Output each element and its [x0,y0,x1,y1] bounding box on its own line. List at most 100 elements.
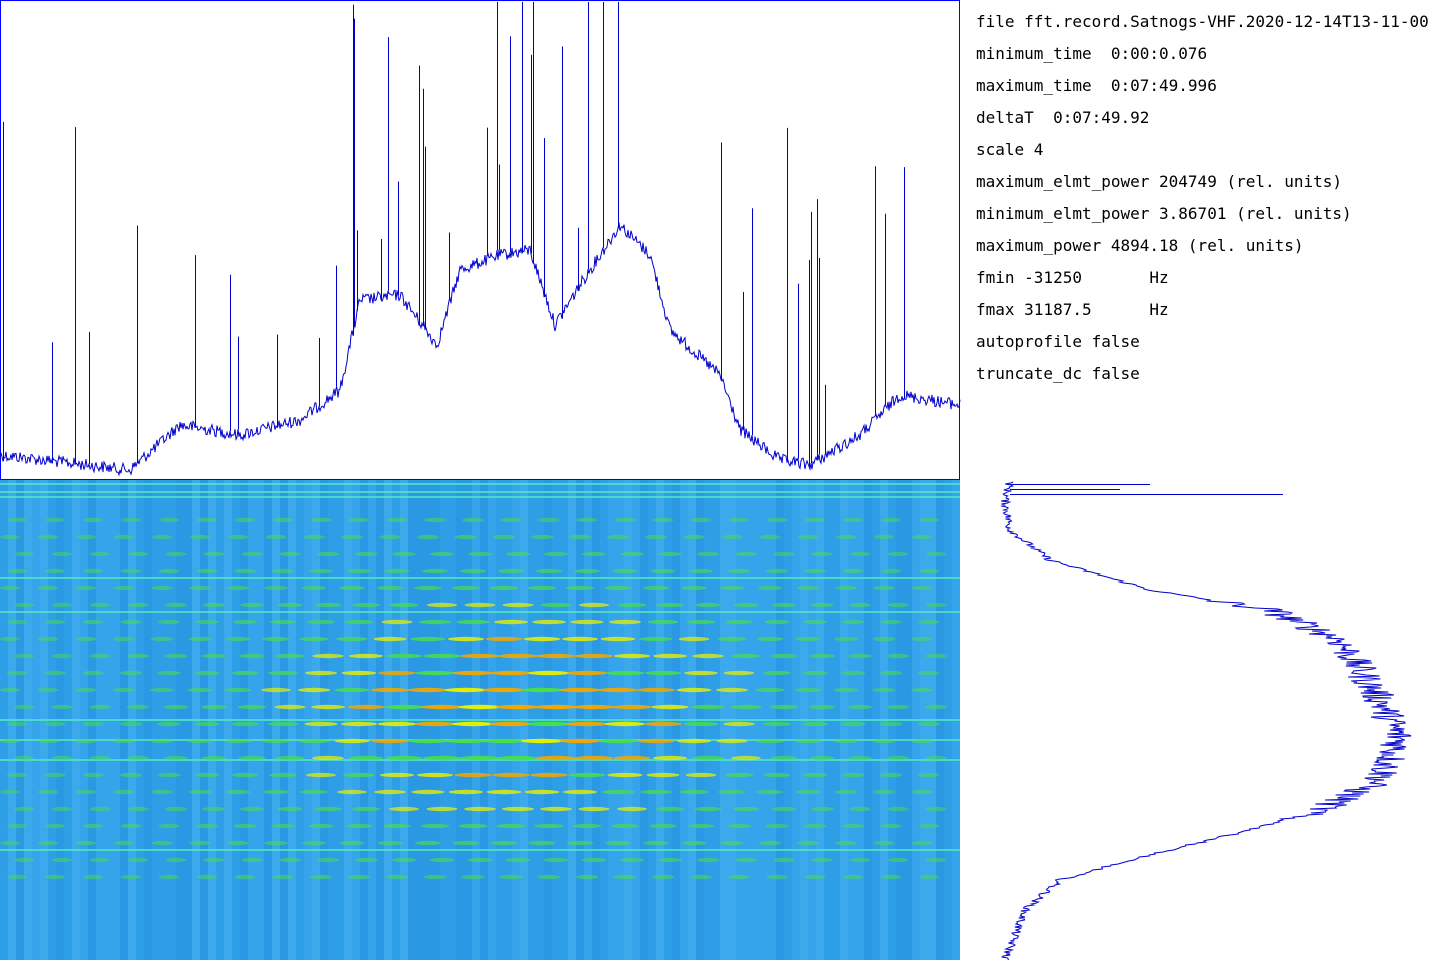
signal-burst [310,874,332,880]
signal-burst [847,704,873,710]
signal-burst [241,551,263,557]
signal-burst [730,704,762,710]
signal-burst [126,653,150,659]
signal-burst [340,721,378,727]
signal-burst [187,687,213,693]
signal-burst [872,789,896,795]
signal-burst [414,840,442,846]
signal-burst [597,687,639,693]
signal-burst [13,704,35,710]
signal-burst [272,517,294,523]
signal-burst [120,772,142,778]
signal-burst [264,585,288,591]
signal-burst [51,653,73,659]
signal-burst [598,738,638,744]
signal-burst [810,806,834,812]
spectrogram [0,480,960,960]
signal-burst [575,874,599,880]
signal-burst [112,738,136,744]
trace [1000,481,1412,960]
info-line: scale 4 [976,140,1044,159]
signal-burst [717,636,747,642]
signal-burst [759,534,781,540]
signal-burst [6,517,28,523]
signal-burst [308,823,334,829]
signal-burst [334,687,370,693]
signal-burst [150,789,174,795]
signal-burst [766,874,788,880]
signal-burst [918,619,940,625]
info-line: maximum_power 4894.18 (rel. units) [976,236,1304,255]
signal-burst [82,670,104,676]
signal-burst [231,670,259,676]
signal-burst [377,721,417,727]
signal-burst [200,704,228,710]
signal-burst [801,721,829,727]
signal-burst [770,653,798,659]
signal-burst [755,687,785,693]
signal-burst [604,721,646,727]
signal-burst [617,602,647,608]
signal-burst [202,602,226,608]
signal-burst [44,568,66,574]
info-line: fmax 31187.5 Hz [976,300,1169,319]
signal-burst [464,806,496,812]
signal-burst [842,568,864,574]
signal-burst [568,772,606,778]
signal-burst [642,585,670,591]
signal-burst [490,670,532,676]
signal-burst [44,721,66,727]
signal-burst [346,568,372,574]
signal-burst [918,517,940,523]
signal-burst [339,585,365,591]
signal-burst [485,636,523,642]
signal-burst [607,772,643,778]
signal-burst [795,636,821,642]
signal-burst [887,602,909,608]
signal-burst [201,755,227,761]
signal-burst [426,602,458,608]
signal-burst [797,534,819,540]
signal-burst [492,772,530,778]
signal-burst [13,857,35,863]
signal-burst [540,806,572,812]
signal-burst [44,670,66,676]
signal-burst [652,653,688,659]
signal-burst [873,534,895,540]
signal-burst [925,806,947,812]
signal-burst [89,704,111,710]
signal-burst [194,670,220,676]
signal-burst [456,619,490,625]
signal-burst [459,568,487,574]
signal-burst [158,568,180,574]
signal-burst [309,568,333,574]
signal-burst [385,653,423,659]
signal-burst [880,823,902,829]
signal-burst [164,806,188,812]
signal-burst [880,517,902,523]
signal-burst [604,585,632,591]
signal-burst [126,755,150,761]
signal-burst [486,789,522,795]
signal-burst [604,840,632,846]
signal-burst [261,738,291,744]
signal-burst [239,806,265,812]
signal-burst [694,602,722,608]
signal-burst [578,806,610,812]
signal-burst [835,534,857,540]
signal-burst [194,772,220,778]
signal-burst [277,806,303,812]
signal-burst [879,772,903,778]
signal-burst [189,840,211,846]
signal-burst [482,738,526,744]
signal-burst [0,585,21,591]
info-line: truncate_dc false [976,364,1140,383]
signal-burst [566,840,594,846]
signal-burst [644,670,682,676]
signal-burst [391,857,417,863]
signal-burst [498,653,538,659]
signal-burst [233,823,257,829]
signal-burst [543,857,569,863]
info-line: maximum_elmt_power 204749 (rel. units) [976,172,1343,191]
signal-burst [619,857,645,863]
